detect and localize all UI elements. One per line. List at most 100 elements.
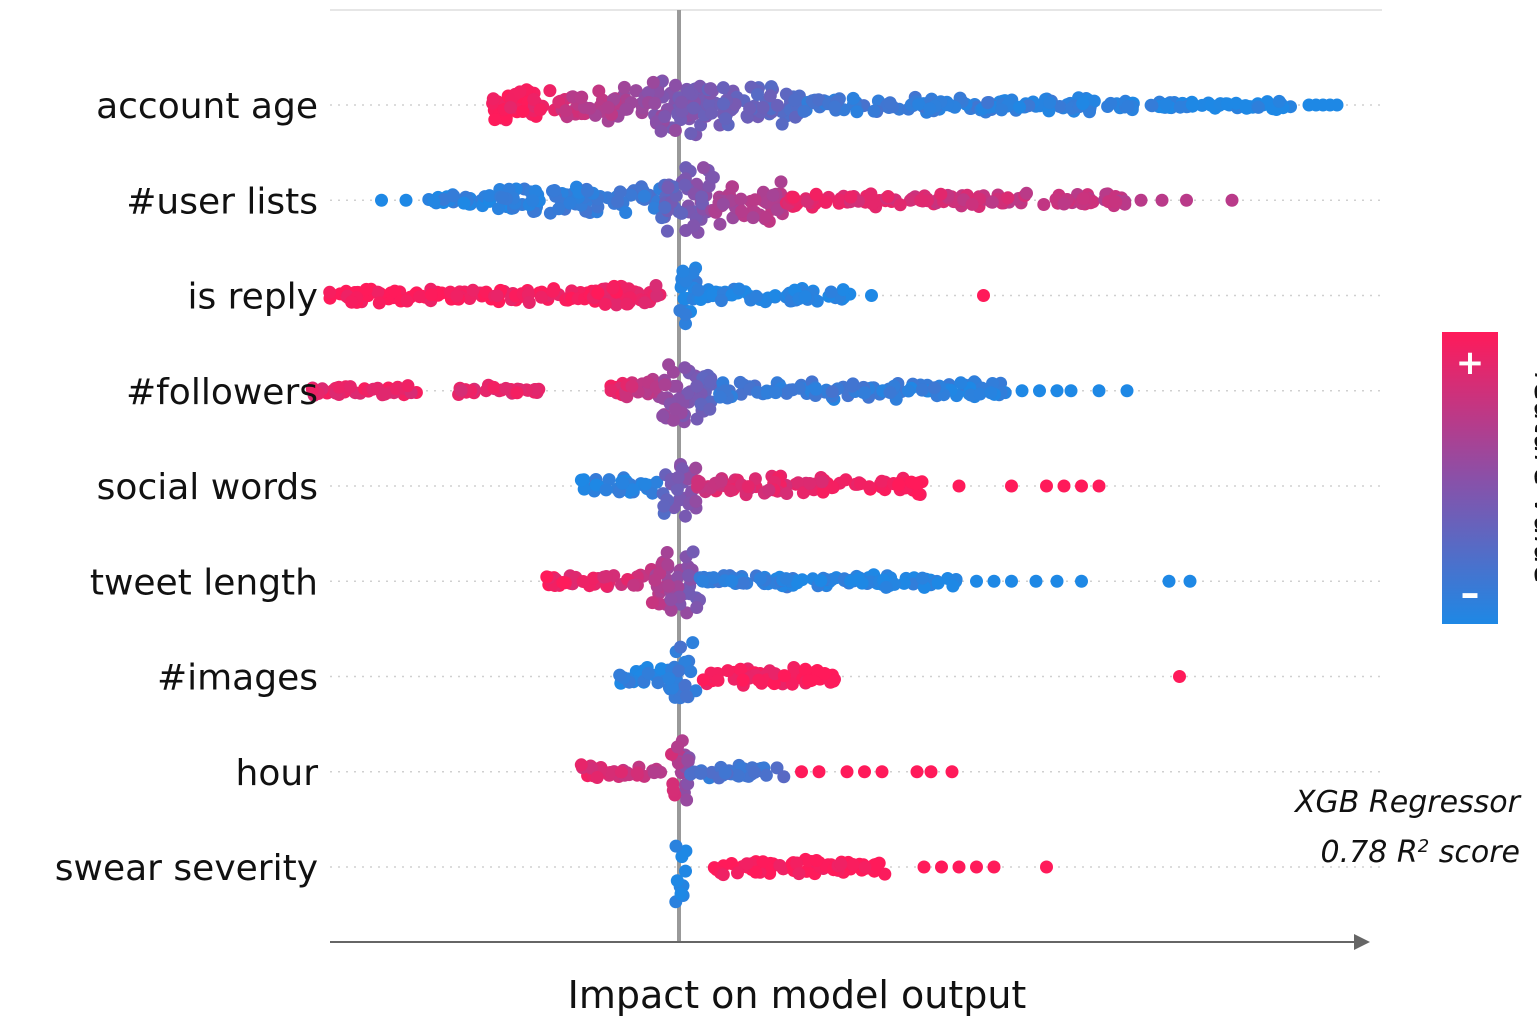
shap-point (592, 84, 606, 98)
shap-point (883, 96, 897, 110)
shap-point (671, 740, 684, 754)
shap-point (775, 117, 789, 131)
shap-point (785, 677, 799, 691)
shap-point (680, 606, 694, 620)
shap-point (759, 768, 773, 782)
shap-point (686, 545, 700, 559)
feature-row-points (375, 161, 1239, 239)
shap-point (717, 97, 730, 111)
shap-point (574, 758, 588, 772)
shap-point (447, 189, 461, 203)
shap-point (1015, 384, 1029, 398)
shap-point (791, 476, 805, 490)
shap-point (609, 298, 623, 312)
shap-point (648, 96, 662, 110)
shap-point (1092, 384, 1106, 398)
shap-point (809, 382, 823, 396)
shap-point (522, 296, 536, 309)
shap-point (492, 202, 505, 216)
shap-point (1220, 97, 1234, 111)
feature-value-legend: + – feature value (1442, 332, 1537, 624)
shap-point (973, 387, 987, 401)
shap-point (682, 569, 696, 582)
shap-point (680, 689, 693, 703)
shap-point (689, 461, 703, 475)
model-score-prefix: 0.78 R (1321, 835, 1418, 870)
shap-point (713, 217, 727, 231)
shap-point (563, 196, 577, 210)
shap-point (909, 476, 923, 490)
shap-point (359, 282, 373, 296)
shap-point (466, 283, 480, 297)
shap-point (681, 386, 695, 400)
shap-point (1057, 197, 1071, 211)
shap-point (625, 379, 639, 393)
shap-point (686, 266, 700, 280)
shap-point (424, 288, 438, 302)
shap-point (770, 203, 784, 217)
shap-point (798, 290, 812, 304)
shap-point (457, 196, 471, 210)
shap-point (748, 765, 762, 779)
feature-row-points (669, 839, 1053, 909)
shap-point (670, 482, 684, 496)
shap-point (620, 297, 634, 311)
shap-point (1173, 670, 1186, 683)
legend-title: feature value (1527, 371, 1537, 585)
shap-point (401, 379, 415, 393)
feature-label: is reply (187, 277, 318, 318)
shap-point (671, 470, 685, 484)
shap-point (987, 574, 1001, 588)
shap-point (716, 868, 730, 882)
shap-point (850, 105, 864, 119)
shap-point (703, 375, 717, 389)
shap-point (646, 486, 659, 500)
shap-point (881, 190, 895, 203)
shap-point (661, 558, 675, 572)
shap-point (533, 103, 547, 117)
shap-point (893, 198, 907, 212)
shap-point (802, 674, 816, 687)
shap-point (721, 664, 735, 678)
shap-point (995, 103, 1009, 117)
shap-point (846, 91, 860, 105)
feature-row-points (574, 458, 1106, 523)
shap-point (1225, 193, 1239, 207)
shap-point (731, 769, 744, 782)
shap-point (691, 283, 705, 297)
shap-point (875, 474, 889, 488)
shap-point (902, 384, 915, 398)
shap-point (1013, 100, 1026, 114)
shap-point (388, 284, 402, 298)
shap-point (590, 771, 604, 784)
shap-point (687, 219, 701, 233)
shap-point (682, 587, 696, 601)
shap-point (824, 285, 838, 299)
shap-point (400, 294, 414, 308)
shap-point (749, 289, 763, 303)
shap-point (977, 289, 990, 302)
shap-point (574, 91, 588, 105)
shap-point (678, 678, 692, 692)
shap-point (1159, 97, 1173, 111)
shap-point (343, 380, 357, 394)
feature-label: swear severity (55, 848, 318, 889)
shap-point (601, 101, 615, 114)
shap-point (534, 290, 548, 304)
shap-point (792, 867, 806, 881)
shap-point (678, 509, 692, 523)
shap-point (546, 284, 560, 298)
shap-point (323, 285, 337, 299)
shap-point (679, 308, 693, 321)
shap-point (651, 676, 665, 690)
shap-point (603, 766, 617, 779)
shap-point (606, 281, 620, 295)
shap-point (658, 201, 672, 214)
shap-point (559, 104, 573, 118)
shap-point (840, 765, 854, 779)
shap-point (970, 574, 983, 588)
shap-point (952, 860, 966, 874)
shap-point (903, 193, 917, 207)
shap-point (725, 574, 739, 588)
